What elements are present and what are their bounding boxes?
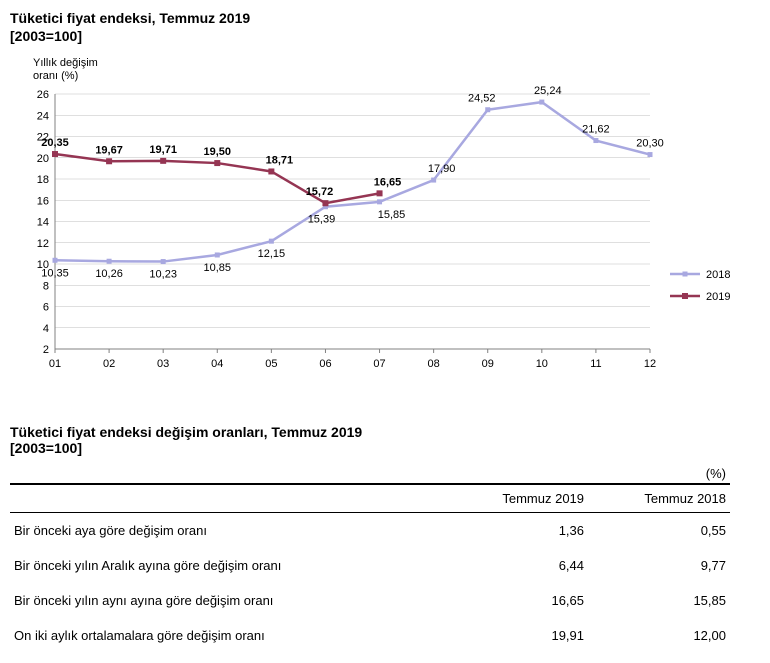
table-col-2: Temmuz 2018: [588, 484, 730, 513]
svg-text:12,15: 12,15: [258, 248, 286, 260]
table-row: On iki aylık ortalamalara göre değişim o…: [10, 618, 730, 653]
svg-text:14: 14: [37, 217, 49, 229]
svg-text:6: 6: [43, 302, 49, 314]
svg-text:25,24: 25,24: [534, 85, 562, 97]
svg-text:04: 04: [211, 358, 223, 370]
svg-text:10,85: 10,85: [204, 262, 232, 274]
row-value: 1,36: [446, 513, 588, 549]
table-subtitle: [2003=100]: [10, 440, 760, 456]
svg-text:24,52: 24,52: [468, 93, 496, 105]
row-label: Bir önceki yılın Aralık ayına göre değiş…: [10, 548, 446, 583]
svg-text:02: 02: [103, 358, 115, 370]
table-row: Bir önceki yılın Aralık ayına göre değiş…: [10, 548, 730, 583]
table-row: Bir önceki aya göre değişim oranı1,360,5…: [10, 513, 730, 549]
svg-text:19,50: 19,50: [204, 146, 232, 158]
svg-text:16: 16: [37, 195, 49, 207]
chart-subtitle: [2003=100]: [10, 28, 760, 44]
svg-text:2019: 2019: [706, 291, 730, 303]
svg-text:4: 4: [43, 323, 49, 335]
svg-text:oranı (%): oranı (%): [33, 70, 78, 82]
svg-text:18: 18: [37, 174, 49, 186]
svg-text:2: 2: [43, 344, 49, 356]
row-value: 16,65: [446, 583, 588, 618]
table-section: Tüketici fiyat endeksi değişim oranları,…: [10, 424, 760, 653]
row-value: 12,00: [588, 618, 730, 653]
row-value: 6,44: [446, 548, 588, 583]
svg-text:19,71: 19,71: [149, 144, 177, 156]
svg-text:06: 06: [319, 358, 331, 370]
svg-text:Yıllık değişim: Yıllık değişim: [33, 57, 98, 69]
line-chart: Yıllık değişimoranı (%)24681012141618202…: [10, 54, 770, 374]
svg-text:15,85: 15,85: [378, 209, 406, 221]
svg-text:10,23: 10,23: [149, 269, 177, 281]
svg-text:12: 12: [37, 238, 49, 250]
svg-text:2018: 2018: [706, 269, 730, 281]
table-header-row: Temmuz 2019 Temmuz 2018: [10, 484, 730, 513]
row-value: 19,91: [446, 618, 588, 653]
table-title: Tüketici fiyat endeksi değişim oranları,…: [10, 424, 760, 440]
data-table: (%) Temmuz 2019 Temmuz 2018 Bir önceki a…: [10, 464, 730, 653]
svg-text:10,26: 10,26: [95, 268, 123, 280]
svg-text:24: 24: [37, 110, 49, 122]
row-value: 15,85: [588, 583, 730, 618]
svg-text:05: 05: [265, 358, 277, 370]
table-col-1: Temmuz 2019: [446, 484, 588, 513]
svg-text:03: 03: [157, 358, 169, 370]
row-label: On iki aylık ortalamalara göre değişim o…: [10, 618, 446, 653]
svg-text:10: 10: [536, 358, 548, 370]
svg-text:10,35: 10,35: [41, 267, 69, 279]
chart-section: Tüketici fiyat endeksi, Temmuz 2019 [200…: [10, 10, 760, 374]
svg-text:19,67: 19,67: [95, 144, 123, 156]
row-value: 9,77: [588, 548, 730, 583]
row-label: Bir önceki aya göre değişim oranı: [10, 513, 446, 549]
svg-text:07: 07: [373, 358, 385, 370]
row-value: 0,55: [588, 513, 730, 549]
svg-text:09: 09: [482, 358, 494, 370]
table-unit-row: (%): [10, 464, 730, 484]
svg-text:08: 08: [428, 358, 440, 370]
table-unit: (%): [10, 464, 730, 484]
svg-text:21,62: 21,62: [582, 124, 610, 136]
row-label: Bir önceki yılın aynı ayına göre değişim…: [10, 583, 446, 618]
svg-text:15,72: 15,72: [306, 186, 334, 198]
svg-text:20,35: 20,35: [41, 137, 69, 149]
table-col-0: [10, 484, 446, 513]
svg-text:20,30: 20,30: [636, 138, 664, 150]
svg-text:11: 11: [590, 358, 601, 370]
svg-text:26: 26: [37, 89, 49, 101]
svg-text:16,65: 16,65: [374, 176, 402, 188]
svg-text:8: 8: [43, 280, 49, 292]
chart-title: Tüketici fiyat endeksi, Temmuz 2019: [10, 10, 760, 26]
svg-text:20: 20: [37, 153, 49, 165]
table-row: Bir önceki yılın aynı ayına göre değişim…: [10, 583, 730, 618]
svg-text:01: 01: [49, 358, 61, 370]
svg-text:17,90: 17,90: [428, 163, 456, 175]
svg-text:12: 12: [644, 358, 656, 370]
svg-text:15,39: 15,39: [308, 214, 336, 226]
svg-text:18,71: 18,71: [266, 154, 294, 166]
